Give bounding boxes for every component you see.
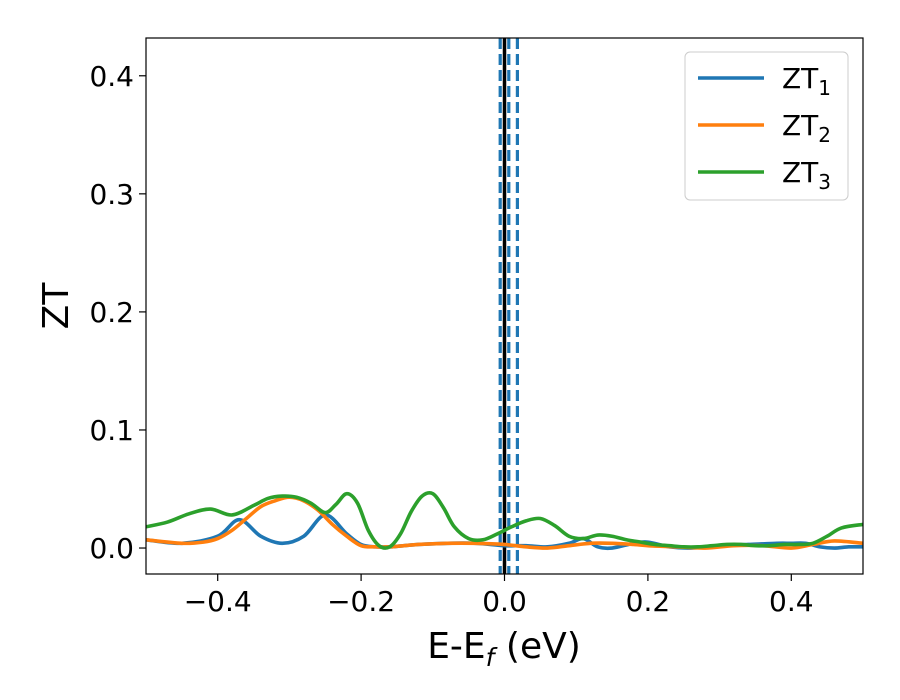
reference-lines xyxy=(498,38,520,574)
legend-label-zt1: ZT1 xyxy=(782,62,831,100)
x-tick-label: −0.4 xyxy=(184,585,252,618)
x-tick-label: 0.0 xyxy=(482,585,527,618)
y-axis-label: ZT xyxy=(36,282,77,330)
y-axis-ticks: 0.0 0.1 0.2 0.3 0.4 xyxy=(89,60,146,565)
series-line-zt3 xyxy=(146,491,863,550)
y-tick-label: 0.3 xyxy=(89,178,134,211)
series-lines xyxy=(146,491,863,551)
legend: ZT1 ZT2 ZT3 xyxy=(684,51,849,201)
x-tick-label: 0.4 xyxy=(769,585,814,618)
x-axis-ticks: −0.4 −0.2 0.0 0.2 0.4 xyxy=(184,574,814,618)
x-axis-label: E-Ef (eV) xyxy=(427,626,581,672)
x-tick-label: −0.2 xyxy=(327,585,395,618)
y-tick-label: 0.1 xyxy=(89,414,134,447)
legend-label-zt3: ZT3 xyxy=(782,156,831,194)
x-axis-label-main: E-E xyxy=(427,626,485,667)
y-tick-label: 0.4 xyxy=(89,60,134,93)
legend-label-zt2: ZT2 xyxy=(782,109,831,147)
series-line-zt2 xyxy=(146,495,863,550)
x-axis-label-tail: (eV) xyxy=(494,626,580,667)
legend-box xyxy=(684,51,849,201)
x-tick-label: 0.2 xyxy=(626,585,671,618)
y-tick-label: 0.0 xyxy=(89,532,134,565)
y-tick-label: 0.2 xyxy=(89,296,134,329)
